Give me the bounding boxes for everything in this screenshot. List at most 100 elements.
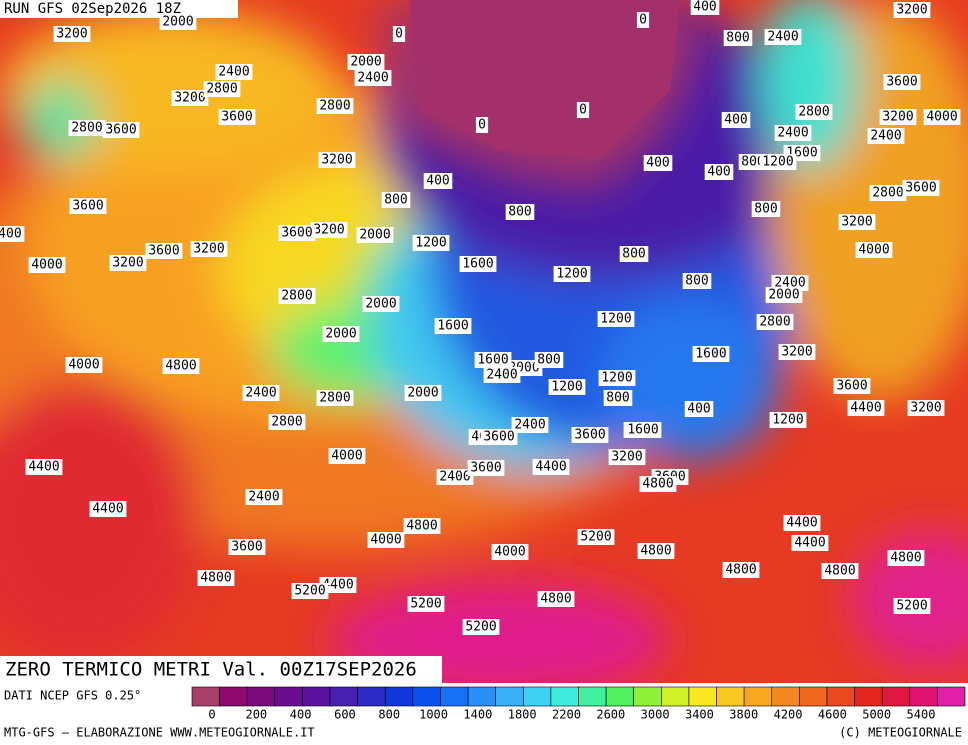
contour-label-box [795, 104, 833, 120]
colorbar-swatch [854, 686, 883, 707]
contour-label: 0 [639, 13, 647, 28]
contour-label: 2800 [319, 391, 350, 406]
contour-label: 4400 [850, 401, 881, 416]
colorbar-swatch [826, 686, 855, 707]
contour-label: 2000 [407, 386, 438, 401]
contour-label: 400 [693, 0, 716, 15]
contour-label: 3200 [841, 215, 872, 230]
contour-label-box [883, 74, 921, 90]
contour-label-box [459, 256, 497, 272]
contour-label-box [436, 469, 474, 485]
contour-label-box [203, 81, 241, 97]
contour-label-box [597, 311, 635, 327]
contour-label: 3200 [313, 223, 344, 238]
colorbar-swatch [716, 686, 745, 707]
contour-label: 2000 [350, 55, 381, 70]
contour-label: 3600 [483, 430, 514, 445]
contour-label: 4400 [535, 460, 566, 475]
colorbar-tick-label: 200 [245, 708, 267, 722]
contour-label: 4000 [370, 533, 401, 548]
contour-label-box [869, 185, 907, 201]
contour-label: 0 [395, 27, 403, 42]
colorbar-tick-label: 3000 [641, 708, 670, 722]
contour-label: 4000 [68, 358, 99, 373]
colorbar-swatch [495, 686, 524, 707]
colorbar-tick-label: 3400 [685, 708, 714, 722]
colorbar-tick-label: 5400 [907, 708, 936, 722]
contour-label: 2400 [777, 126, 808, 141]
contour-label: 800 [606, 391, 629, 406]
contour-label: 5200 [410, 597, 441, 612]
contour-label-box [902, 180, 940, 196]
contour-label: 0 [478, 118, 486, 133]
contour-label: 4400 [794, 536, 825, 551]
colorbar-swatch [467, 686, 496, 707]
contour-label: 2000 [162, 15, 193, 30]
contour-label-box [692, 346, 730, 362]
contour-label: 2400 [357, 71, 388, 86]
contour-label-box [867, 128, 905, 144]
contour-label: 2000 [365, 297, 396, 312]
contour-label: 800 [685, 274, 708, 289]
contour-label-box [511, 417, 549, 433]
contour-label: 3600 [72, 199, 103, 214]
colorbar-swatch [578, 686, 607, 707]
colorbar-tick-label: 3800 [729, 708, 758, 722]
contour-label-box [778, 344, 816, 360]
colorbar-tick-label: 0 [208, 708, 215, 722]
source-label: DATI NCEP GFS 0.25° [4, 689, 141, 703]
map-title: ZERO TERMICO METRI Val. 00Z17SEP2026 [5, 659, 417, 681]
contour-label-box [907, 400, 945, 416]
contour-label: 1200 [772, 413, 803, 428]
contour-label: 4000 [31, 258, 62, 273]
contour-label-box [322, 326, 360, 342]
contour-label: 1600 [695, 347, 726, 362]
contour-label: 800 [508, 205, 531, 220]
contour-label-box [68, 120, 106, 136]
contour-label-box [475, 117, 489, 133]
contour-label-box [171, 90, 209, 106]
colorbar-swatch [688, 686, 717, 707]
contour-label: 2000 [325, 327, 356, 342]
contour-label-box [423, 173, 453, 189]
contour-label-box [821, 563, 859, 579]
contour-label-box [474, 352, 512, 368]
contour-label-box [534, 352, 564, 368]
run-box [0, 0, 238, 18]
contour-label-box [407, 596, 445, 612]
contour-label: 800 [726, 31, 749, 46]
contour-label-box [774, 125, 812, 141]
contour-label-box [624, 422, 662, 438]
contour-label: 4800 [165, 359, 196, 374]
contour-label-box [197, 570, 235, 586]
contour-label: 1200 [762, 155, 793, 170]
contour-label-box [923, 109, 961, 125]
contour-label: 3200 [112, 256, 143, 271]
contour-label: 2400 [486, 368, 517, 383]
contour-label: 400 [707, 165, 730, 180]
contour-label-box [838, 214, 876, 230]
colorbar-tick-label: 600 [334, 708, 356, 722]
colorbar-tick-label: 1400 [463, 708, 492, 722]
contour-label: 2400 [439, 470, 470, 485]
contour-label-box [769, 412, 807, 428]
contour-label: 2400 [248, 490, 279, 505]
colorbar-tick-label: 2200 [552, 708, 581, 722]
contour-label: 1200 [601, 371, 632, 386]
contour-label-box [491, 544, 529, 560]
contour-label: 4800 [406, 519, 437, 534]
contour-label: 400 [426, 174, 449, 189]
contour-label-box [245, 489, 283, 505]
colorbar-swatch [633, 686, 662, 707]
contour-label: 800 [384, 193, 407, 208]
contour-label: 400 [687, 402, 710, 417]
contour-label: 4000 [858, 243, 889, 258]
colorbar-tick-label: 4200 [774, 708, 803, 722]
contour-label-box [637, 543, 675, 559]
colorbar-swatch [440, 686, 469, 707]
contour-label-box [751, 201, 781, 217]
contour-label-box [791, 535, 829, 551]
contour-label: 3200 [56, 27, 87, 42]
contour-label: 2800 [872, 186, 903, 201]
